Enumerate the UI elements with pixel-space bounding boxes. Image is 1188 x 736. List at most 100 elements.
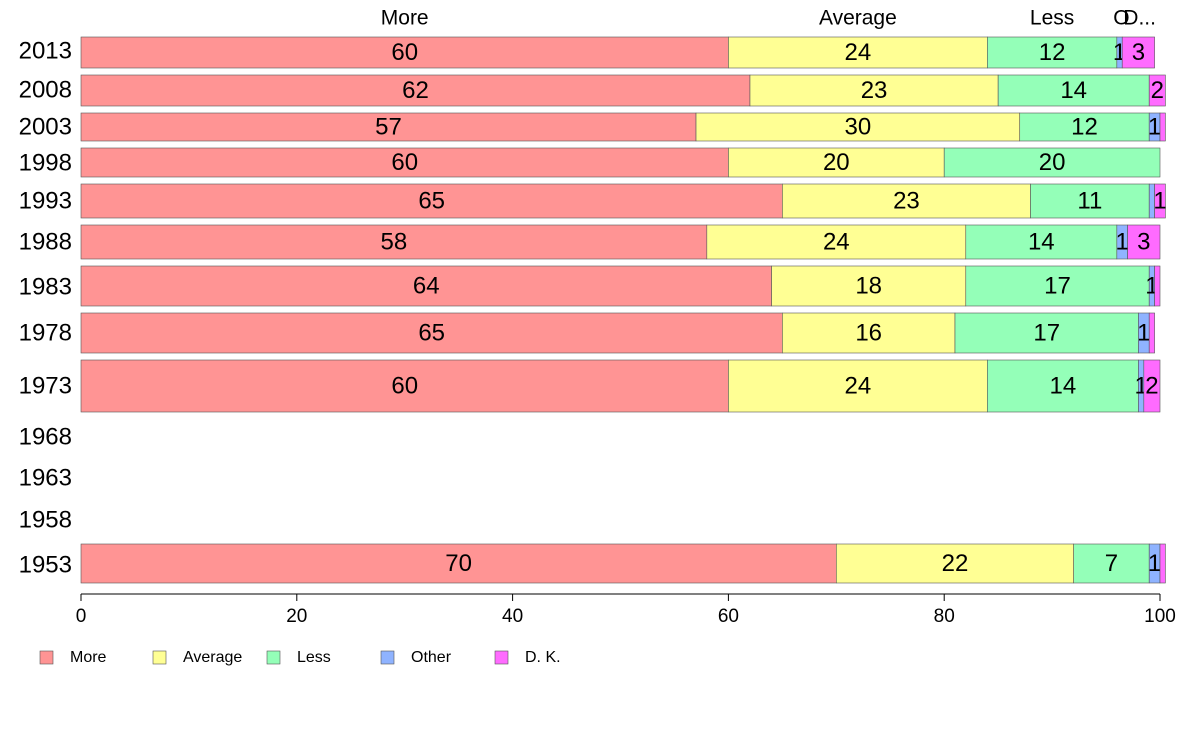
- data-label-2013-less: 12: [1039, 39, 1066, 66]
- data-label-1973-average: 24: [845, 372, 872, 399]
- bar-segment-2008-less: [997, 74, 1150, 107]
- data-label-1953-average: 22: [942, 550, 969, 577]
- bar-segment-1983-d-k-: [1154, 265, 1161, 307]
- data-label-2008-more: 62: [402, 77, 429, 104]
- bar-segment-2013-d-k-: [1121, 36, 1155, 69]
- bar-segment-1953-less: [1073, 543, 1150, 584]
- data-label-2003-more: 57: [375, 113, 402, 140]
- legend-label-d-k-: D. K.: [525, 649, 561, 666]
- bar-segment-1973-average: [728, 359, 988, 413]
- data-label-1993-less: 11: [1077, 187, 1102, 214]
- year-label-1988: 1988: [19, 228, 72, 255]
- bar-segment-1973-more: [80, 359, 729, 413]
- data-label-1993-d-k-: 1: [1153, 187, 1166, 214]
- data-label-1973-more: 60: [391, 372, 418, 399]
- bar-segment-1988-d-k-: [1127, 224, 1161, 260]
- legend-label-more: More: [70, 649, 107, 666]
- bar-segment-1953-average: [835, 543, 1074, 584]
- data-label-1978-average: 16: [855, 319, 882, 346]
- year-label-1978: 1978: [19, 319, 72, 346]
- legend-swatch-other: [380, 650, 395, 665]
- year-label-2003: 2003: [19, 113, 72, 140]
- x-axis: 0 20 40 60 80 100: [76, 593, 1176, 627]
- year-label-2013: 2013: [19, 37, 72, 64]
- x-tick-label-40: 40: [502, 606, 523, 627]
- data-label-1993-more: 65: [418, 187, 445, 214]
- year-label-1963: 1963: [19, 464, 72, 491]
- data-label-2008-less: 14: [1060, 77, 1087, 104]
- data-label-2013-d-k-: 3: [1132, 39, 1145, 66]
- bar-segment-1983-more: [80, 265, 772, 307]
- data-label-1978-more: 65: [418, 319, 445, 346]
- year-label-1958: 1958: [19, 506, 72, 533]
- data-label-1983-average: 18: [855, 272, 882, 299]
- data-label-1983-less: 17: [1044, 272, 1071, 299]
- bar-segment-1953-d-k-: [1159, 543, 1166, 584]
- data-label-1953-other: 1: [1148, 550, 1161, 577]
- bar-segment-1973-d-k-: [1143, 359, 1161, 413]
- data-label-1983-more: 64: [413, 272, 440, 299]
- data-label-2008-average: 23: [861, 77, 888, 104]
- year-label-1998: 1998: [19, 149, 72, 176]
- data-label-2013-more: 60: [391, 39, 418, 66]
- x-tick-label-0: 0: [76, 606, 87, 627]
- data-label-2008-d-k-: 2: [1151, 77, 1164, 104]
- legend-swatch-d-k-: [494, 650, 509, 665]
- data-label-1998-more: 60: [391, 149, 418, 176]
- series-header-average: Average: [819, 7, 897, 30]
- year-axis-labels: 2013 2008 2003 1998 1993 1988 1983 1978 1973 1968…: [19, 37, 72, 578]
- legend-label-average: Average: [183, 649, 242, 666]
- legend-label-less: Less: [297, 649, 331, 666]
- data-label-1988-less: 14: [1028, 228, 1055, 255]
- x-tick-label-100: 100: [1144, 606, 1176, 627]
- bar-segment-2008-more: [80, 74, 751, 107]
- bar-segment-2003-average: [695, 112, 1021, 142]
- series-header-less: Less: [1030, 7, 1074, 30]
- bar-segment-1973-less: [987, 359, 1139, 413]
- data-label-1988-other: 1: [1116, 228, 1129, 255]
- series-header-other: O: [1113, 7, 1129, 30]
- bar-segment-1993-less: [1030, 183, 1150, 219]
- data-label-1953-less: 7: [1105, 550, 1118, 577]
- series-header-labels: More Average Less OD...: [381, 7, 1156, 30]
- data-label-2003-less: 12: [1071, 113, 1098, 140]
- legend: More Average Less Other D. K.: [39, 649, 561, 666]
- data-label-2003-other: 1: [1148, 113, 1161, 140]
- legend-swatch-less: [266, 650, 281, 665]
- bar-segment-1978-d-k-: [1148, 312, 1155, 354]
- series-header-d-k-: D...: [1123, 7, 1156, 30]
- year-label-1953: 1953: [19, 551, 72, 578]
- data-label-1998-average: 20: [823, 149, 850, 176]
- bar-segment-2003-d-k-: [1159, 112, 1166, 142]
- data-label-1978-less: 17: [1033, 319, 1060, 346]
- x-tick-label-20: 20: [286, 606, 307, 627]
- bar-segment-2008-d-k-: [1148, 74, 1166, 107]
- data-label-1953-more: 70: [445, 550, 472, 577]
- data-label-2003-average: 30: [845, 113, 872, 140]
- legend-label-other: Other: [411, 649, 452, 666]
- bar-segment-1988-less: [965, 224, 1118, 260]
- year-label-2008: 2008: [19, 76, 72, 103]
- year-label-1983: 1983: [19, 273, 72, 300]
- bar-segment-1983-average: [771, 265, 967, 307]
- data-label-1988-average: 24: [823, 228, 850, 255]
- bar-segment-1993-more: [80, 183, 783, 219]
- data-label-1988-more: 58: [381, 228, 408, 255]
- data-label-1973-less: 14: [1050, 372, 1077, 399]
- data-label-1973-d-k-: 2: [1145, 372, 1158, 399]
- data-label-2013-average: 24: [845, 39, 872, 66]
- data-label-1978-other: 1: [1137, 319, 1150, 346]
- bar-segment-1988-average: [706, 224, 967, 260]
- x-tick-label-80: 80: [934, 606, 955, 627]
- bar-segment-1978-less: [954, 312, 1139, 354]
- bar-segment-1993-average: [782, 183, 1031, 219]
- data-label-1993-average: 23: [893, 187, 920, 214]
- data-label-1998-less: 20: [1039, 149, 1066, 176]
- bar-segment-1998-average: [728, 147, 945, 178]
- bar-segment-2008-average: [749, 74, 999, 107]
- bar-segment-1993-d-k-: [1154, 183, 1166, 219]
- bar-segment-2013-average: [728, 36, 988, 69]
- bar-segment-1978-average: [782, 312, 956, 354]
